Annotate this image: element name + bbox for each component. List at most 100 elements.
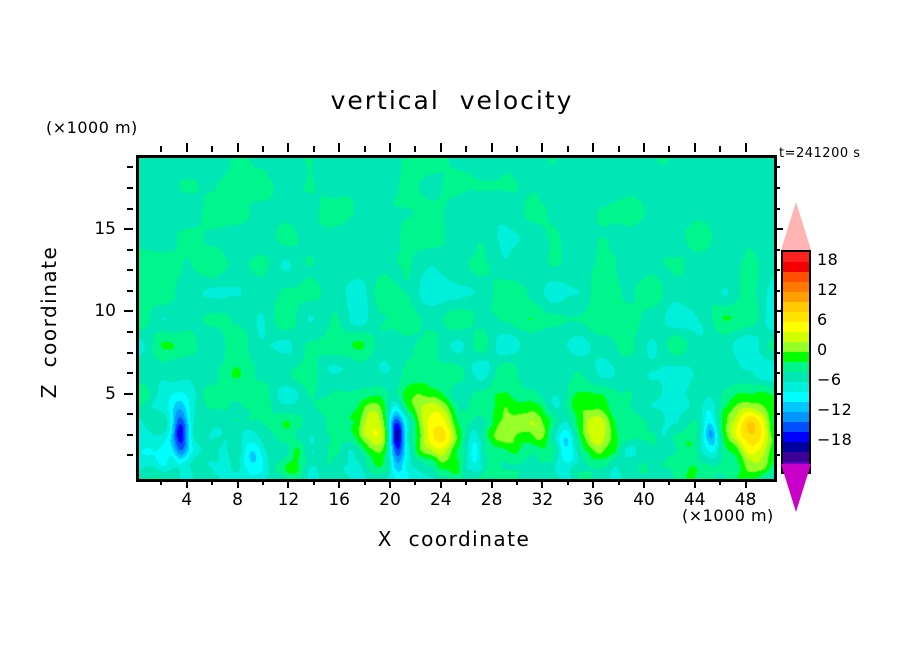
y-tick-minor [127,269,133,272]
x-tick-top-major [744,143,747,152]
y-tick-minor [127,248,133,251]
y-tick-right-minor [774,351,780,354]
x-tick-label: 28 [480,490,503,510]
colorbar-band [783,442,809,452]
y-tick-right-minor [774,433,780,436]
x-tick-minor [211,479,214,485]
x-tick-major [490,479,493,488]
y-tick-right-minor [774,289,780,292]
x-axis-unit-label: (×1000 m) [682,506,774,525]
x-tick-minor [617,479,620,485]
x-tick-minor [668,479,671,485]
x-tick-top-major [389,143,391,152]
x-tick-top-major [490,143,493,152]
colorbar-band [783,262,809,272]
x-tick-top-major [693,143,696,152]
x-tick-label: 12 [277,490,300,510]
colorbar-cap-top [781,202,811,250]
x-tick-label: 32 [531,490,554,510]
x-tick-major [744,479,747,488]
x-tick-top-major [338,143,341,152]
x-tick-label: 20 [379,490,401,510]
x-tick-major [338,479,341,488]
colorbar-tick-label: 18 [817,250,839,269]
x-tick-top-major [439,143,442,152]
x-tick-top-major [185,143,188,152]
x-tick-major [236,479,239,488]
colorbar-tick-label: −12 [817,400,853,419]
colorbar-band [783,272,809,282]
timestamp-annotation: t=241200 s [779,146,861,161]
y-tick-label: 15 [94,219,116,240]
colorbar-band [783,342,809,352]
y-tick-right-minor [774,330,780,333]
colorbar-band [783,302,809,312]
x-tick-major [185,479,188,488]
colorbar-band [783,282,809,292]
y-axis-unit-label: (×1000 m) [46,118,138,137]
colorbar-band [783,362,809,372]
x-tick-minor [160,479,163,485]
colorbar-band [783,332,809,342]
y-tick-minor [127,330,133,333]
x-tick-top-minor [566,146,569,152]
y-tick-major [124,392,133,395]
y-tick-right-minor [774,454,780,457]
y-tick-label: 10 [94,301,116,322]
x-tick-major [389,479,391,488]
x-tick-top-minor [312,146,315,152]
x-tick-major [592,479,595,488]
x-tick-major [287,479,290,488]
colorbar-band [783,372,809,382]
y-tick-right-minor [774,413,780,416]
y-tick-minor [127,351,133,354]
y-tick-right-major [774,392,783,395]
x-tick-major [643,479,645,488]
colorbar-band [783,402,809,412]
x-tick-major [541,479,544,488]
x-tick-minor [363,479,366,485]
contour-plot-frame [136,155,777,482]
colorbar-band [783,352,809,362]
y-tick-right-major [774,310,783,313]
page-title: vertical velocity [330,86,574,115]
x-tick-top-minor [211,146,214,152]
x-tick-label: 44 [683,490,706,510]
y-tick-right-minor [774,248,780,251]
x-tick-top-minor [465,146,468,152]
x-tick-top-minor [668,146,671,152]
x-tick-top-major [592,143,595,152]
y-tick-right-minor [774,269,780,272]
x-tick-label: 40 [633,490,655,510]
colorbar-band [783,252,809,262]
x-tick-label: 8 [232,490,243,510]
x-tick-minor [312,479,315,485]
colorbar [781,250,811,474]
colorbar-band [783,312,809,322]
colorbar-band [783,422,809,432]
x-tick-minor [719,479,722,485]
colorbar-tick-label: −18 [817,430,853,449]
y-tick-minor [127,166,133,169]
colorbar-band [783,292,809,302]
x-tick-minor [414,479,417,485]
x-tick-major [693,479,696,488]
x-tick-top-minor [719,146,722,152]
x-tick-label: 4 [181,490,193,510]
x-tick-minor [566,479,569,485]
colorbar-tick-label: 0 [817,340,828,359]
colorbar-band [783,432,809,442]
y-tick-label: 5 [105,383,116,404]
x-tick-top-minor [363,146,366,152]
x-tick-label: 16 [328,490,350,510]
x-tick-top-major [236,143,239,152]
x-tick-top-major [541,143,544,152]
x-tick-label: 36 [582,490,604,510]
y-tick-minor [127,433,133,436]
y-tick-right-minor [774,166,780,169]
x-tick-top-minor [160,146,163,152]
y-tick-minor [127,413,133,416]
x-tick-top-minor [414,146,417,152]
y-tick-minor [127,186,133,189]
colorbar-tick-label: 12 [817,280,839,299]
